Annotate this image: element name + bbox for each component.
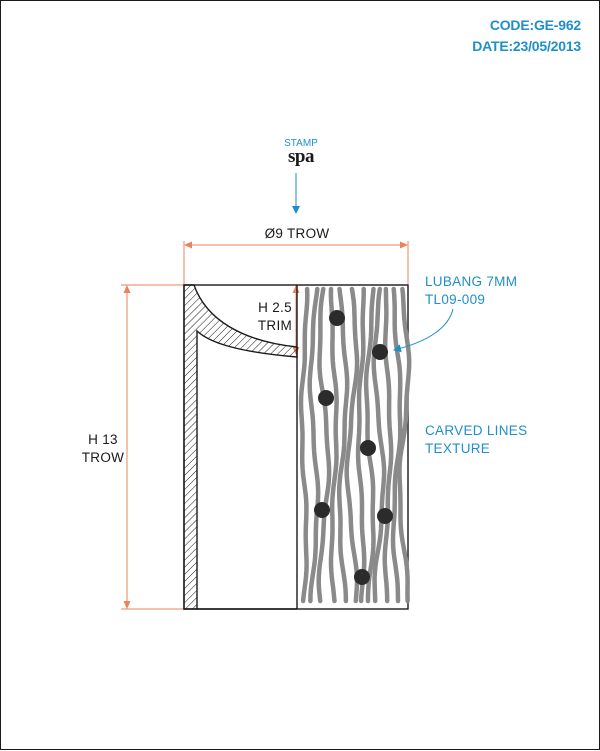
drawing-date: DATE:23/05/2013	[472, 38, 581, 54]
hole	[360, 440, 376, 456]
hole	[329, 310, 345, 326]
holes-group	[314, 310, 393, 585]
height-label-line1: H 13	[88, 432, 118, 447]
trim-label-line1: H 2.5	[258, 300, 292, 315]
carved-line	[371, 286, 387, 604]
diameter-label: Ø9 TROW	[264, 226, 330, 241]
carved-line	[355, 286, 367, 604]
hole	[377, 508, 393, 524]
hole	[318, 390, 334, 406]
carved-line	[336, 286, 350, 604]
height-label-line2: TROW	[81, 450, 125, 465]
height-dimension	[121, 284, 184, 610]
carved-lines-texture	[298, 286, 412, 604]
carved-line	[307, 286, 321, 604]
cup-outline	[183, 284, 409, 610]
hole-callout-line2: TL09-009	[425, 292, 486, 307]
width-dimension	[183, 241, 409, 284]
carved-line	[390, 286, 403, 604]
trim-label-line2: TRIM	[257, 318, 293, 333]
texture-callout-line1: CARVED LINES	[425, 423, 528, 438]
carved-line	[328, 286, 339, 604]
carved-line	[382, 286, 394, 604]
stamp-logo: spa	[288, 146, 314, 167]
carved-line	[316, 286, 332, 604]
hole-leader-arrow	[393, 308, 454, 353]
hole	[314, 502, 330, 518]
carved-line	[298, 286, 310, 604]
carved-line	[344, 286, 360, 604]
hole	[372, 344, 388, 360]
carved-line	[397, 286, 412, 604]
product-code: CODE:GE-962	[489, 17, 581, 33]
texture-callout-line2: TEXTURE	[425, 441, 491, 456]
hole	[354, 569, 370, 585]
stamp-label: STAMP	[284, 138, 318, 149]
hole-callout-line1: LUBANG 7MM	[425, 274, 518, 289]
